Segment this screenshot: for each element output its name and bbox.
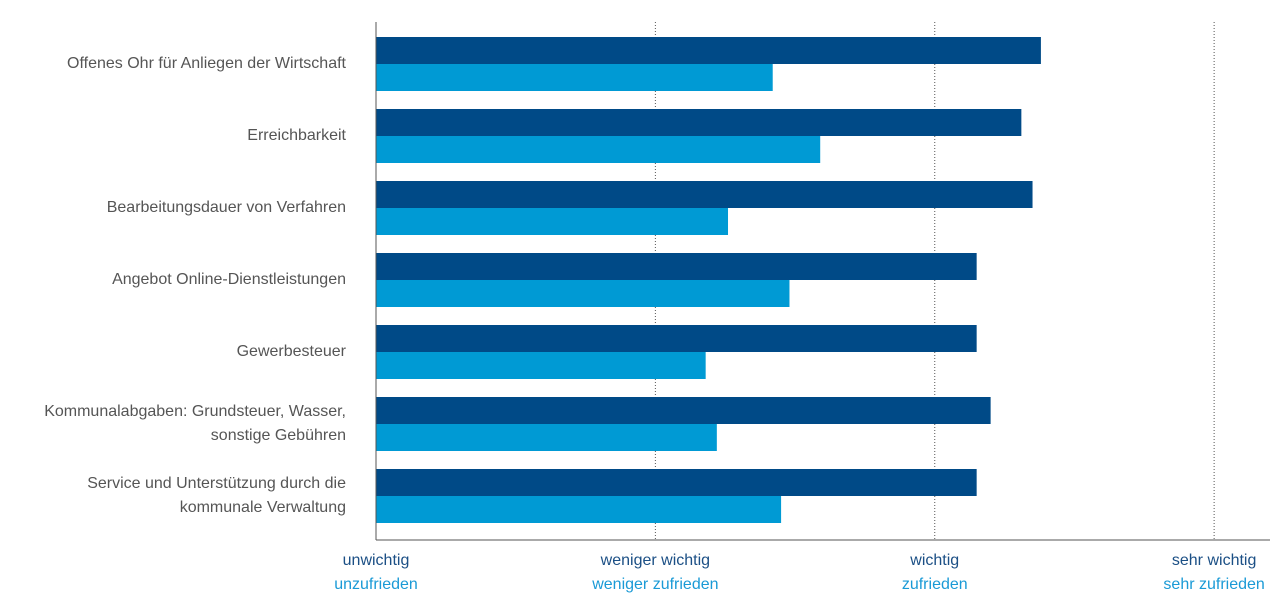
x2-tick-label: sehr zufrieden — [1163, 576, 1265, 593]
category-label: Gewerbesteuer — [236, 343, 346, 360]
category-label: Service und Unterstützung durch die komm… — [87, 475, 346, 516]
bar — [376, 64, 773, 91]
category-label: Erreichbarkeit — [247, 127, 346, 144]
category-label: Offenes Ohr für Anliegen der Wirtschaft — [67, 55, 346, 72]
x2-tick-label: unzufrieden — [334, 576, 418, 593]
x2-tick-label: weniger zufrieden — [592, 576, 719, 593]
bar — [376, 37, 1041, 64]
x-tick-label: wichtig — [910, 552, 960, 569]
bar — [376, 208, 729, 235]
bar — [376, 496, 782, 523]
bar — [376, 352, 706, 379]
bar — [376, 469, 977, 496]
bar — [376, 325, 977, 352]
bar — [376, 280, 790, 307]
bar — [376, 136, 821, 163]
x-tick-label: weniger wichtig — [600, 552, 711, 569]
category-label: Bearbeitungsdauer von Verfahren — [106, 199, 346, 216]
x2-tick-label: zufrieden — [901, 576, 968, 593]
category-label: Kommunalabgaben: Grundsteuer, Wasser, so… — [44, 403, 346, 444]
category-label: Angebot Online-Dienstleistungen — [112, 271, 346, 288]
bar — [376, 424, 717, 451]
bar — [376, 397, 991, 424]
bar — [376, 109, 1022, 136]
bar — [376, 181, 1033, 208]
bar — [376, 253, 977, 280]
x-tick-label: unwichtig — [342, 552, 410, 569]
x-tick-label: sehr wichtig — [1171, 552, 1257, 569]
